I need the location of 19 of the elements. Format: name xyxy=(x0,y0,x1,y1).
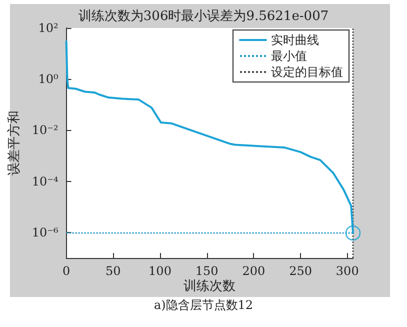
x-tick-label: 250 xyxy=(289,264,312,278)
y-tick-label: 10⁻⁴ xyxy=(32,174,58,188)
y-tick-label: 10⁰ xyxy=(38,72,58,86)
x-tick-label: 50 xyxy=(106,264,121,278)
x-tick-label: 200 xyxy=(242,264,266,278)
y-axis-title: 误差平方和 xyxy=(6,110,22,176)
y-tick-label: 10⁻⁶ xyxy=(32,225,58,240)
text: a)隐含层节点数12 xyxy=(154,298,254,312)
y-tick-label: 10⁻² xyxy=(32,123,58,138)
x-tick-label: 0 xyxy=(62,264,70,278)
x-tick-label: 150 xyxy=(195,264,218,278)
x-tick-label: 300 xyxy=(336,264,359,278)
chart-title: 训练次数为306时最小误差为9.5621e-007 xyxy=(78,9,329,24)
legend-label: 最小值 xyxy=(271,49,307,63)
x-axis-title: 训练次数 xyxy=(184,279,236,294)
y-tick-label: 10² xyxy=(38,21,58,35)
x-tick-label: 100 xyxy=(148,264,172,278)
legend-label: 实时曲线 xyxy=(271,33,319,47)
ref-line-label: 设定的目标值 xyxy=(271,65,343,79)
